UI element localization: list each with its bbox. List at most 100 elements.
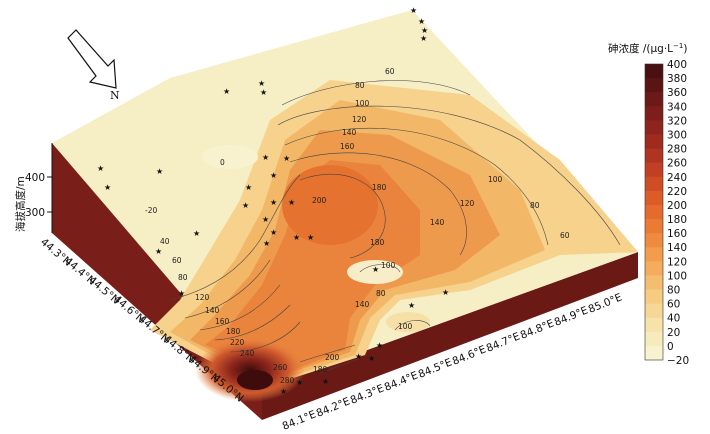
svg-text:★: ★ bbox=[420, 34, 427, 43]
contour-label: 120 bbox=[352, 115, 367, 124]
north-label: N bbox=[110, 89, 120, 102]
svg-text:★: ★ bbox=[307, 233, 314, 242]
svg-text:★: ★ bbox=[410, 6, 417, 15]
contour-label: 280 bbox=[280, 376, 295, 385]
colorbar-swatch bbox=[645, 247, 663, 262]
contour-label: 100 bbox=[355, 99, 370, 108]
svg-text:★: ★ bbox=[408, 301, 415, 310]
contour-label: 140 bbox=[342, 128, 357, 137]
colorbar-swatch bbox=[645, 219, 663, 234]
colorbar-swatch bbox=[645, 134, 663, 150]
colorbar-title: 砷浓度 /(μg·L−1) bbox=[608, 42, 687, 55]
colorbar-tick-label: 20 bbox=[667, 327, 680, 339]
svg-text:★: ★ bbox=[260, 88, 267, 97]
front-side-wall bbox=[262, 252, 638, 420]
lon-tick-label: 84.7°E bbox=[485, 330, 522, 354]
colorbar-tick-label: 380 bbox=[667, 73, 687, 85]
concentration-fill bbox=[150, 80, 638, 402]
lon-tick-label: 84.2°E bbox=[315, 395, 352, 419]
colorbar-tick-label: 180 bbox=[667, 214, 687, 226]
contour-label: 0 bbox=[220, 158, 225, 167]
lon-tick-label: 84.6°E bbox=[451, 343, 488, 367]
z-tick-label: 400 bbox=[25, 172, 45, 184]
colorbar-swatch bbox=[645, 78, 663, 93]
svg-text:★: ★ bbox=[193, 229, 200, 238]
colorbar-tick-label: 80 bbox=[667, 285, 680, 297]
colorbar-swatch bbox=[645, 204, 663, 220]
contour-label: 180 bbox=[313, 365, 328, 374]
contour-label: 140 bbox=[205, 306, 220, 315]
colorbar-swatch bbox=[645, 162, 663, 178]
colorbar-swatch bbox=[645, 148, 663, 164]
colorbar-tick-label: 160 bbox=[667, 228, 687, 240]
colorbar-tick-label: 280 bbox=[667, 144, 687, 156]
contour-label: 100 bbox=[381, 261, 396, 270]
colorbar-tick-label: 60 bbox=[667, 299, 680, 311]
svg-text:★: ★ bbox=[178, 289, 185, 298]
colorbar-swatch bbox=[645, 233, 663, 248]
colorbar-tick-label: 40 bbox=[667, 313, 680, 325]
contour-label: 200 bbox=[312, 196, 327, 205]
svg-text:★: ★ bbox=[156, 167, 163, 176]
colorbar-tick-label: 400 bbox=[667, 59, 687, 71]
contour-label: 220 bbox=[230, 338, 245, 347]
colorbar-tick-label: 340 bbox=[667, 101, 687, 113]
colorbar-swatch bbox=[645, 303, 663, 319]
colorbar-swatch bbox=[645, 92, 663, 107]
z-axis-title: 海拔高度/m bbox=[14, 176, 27, 232]
colorbar-tick-label: 320 bbox=[667, 115, 687, 127]
contour-label: 180 bbox=[370, 238, 385, 247]
svg-text:★: ★ bbox=[296, 378, 303, 387]
colorbar-swatch bbox=[645, 317, 663, 333]
colorbar-tick-label: 260 bbox=[667, 158, 687, 170]
colorbar-tick-label: 0 bbox=[667, 341, 674, 353]
svg-text:★: ★ bbox=[355, 352, 362, 361]
colorbar-tick-label: −20 bbox=[667, 355, 689, 367]
svg-text:★: ★ bbox=[270, 198, 277, 207]
contour-label: 260 bbox=[273, 363, 288, 372]
contour-label: 160 bbox=[215, 317, 230, 326]
colorbar: 砷浓度 /(μg·L−1) 40038036034032030028026024… bbox=[608, 42, 689, 367]
colorbar-tick-label: 120 bbox=[667, 256, 687, 268]
contour-label: 120 bbox=[460, 199, 475, 208]
colorbar-swatch bbox=[645, 176, 663, 192]
contour-lines bbox=[169, 80, 621, 374]
colorbar-tick-label: 220 bbox=[667, 186, 687, 198]
lon-tick-label: 84.3°E bbox=[349, 382, 386, 406]
contour-label: 100 bbox=[398, 322, 413, 331]
colorbar-tick-label: 100 bbox=[667, 270, 687, 282]
colorbar-swatch bbox=[645, 261, 663, 276]
svg-text:★: ★ bbox=[262, 153, 269, 162]
svg-text:★: ★ bbox=[442, 288, 449, 297]
svg-text:★: ★ bbox=[288, 198, 295, 207]
north-arrow-icon bbox=[67, 29, 117, 89]
colorbar-tick-label: 200 bbox=[667, 200, 687, 212]
svg-text:★: ★ bbox=[368, 354, 375, 363]
colorbar-swatch bbox=[645, 106, 663, 121]
contour-label: 240 bbox=[240, 349, 255, 358]
colorbar-swatch bbox=[645, 120, 663, 135]
svg-text:★: ★ bbox=[223, 87, 230, 96]
colorbar-swatch bbox=[645, 331, 663, 347]
colorbar-tick-label: 240 bbox=[667, 172, 687, 184]
svg-text:★: ★ bbox=[242, 201, 249, 210]
colorbar-tick-label: 360 bbox=[667, 87, 687, 99]
svg-text:★: ★ bbox=[245, 183, 252, 192]
colorbar-swatch bbox=[645, 64, 663, 79]
contour-label: 80 bbox=[376, 289, 386, 298]
svg-text:★: ★ bbox=[104, 183, 111, 192]
contour-label: 60 bbox=[172, 256, 182, 265]
svg-text:★: ★ bbox=[376, 341, 383, 350]
contour-label: 40 bbox=[160, 237, 170, 246]
svg-text:★: ★ bbox=[293, 233, 300, 242]
svg-text:★: ★ bbox=[283, 154, 290, 163]
contour-label: 100 bbox=[488, 175, 503, 184]
contour-label: -20 bbox=[145, 206, 157, 215]
svg-text:★: ★ bbox=[421, 26, 428, 35]
svg-text:★: ★ bbox=[280, 387, 287, 396]
svg-text:★: ★ bbox=[322, 377, 329, 386]
svg-text:★: ★ bbox=[270, 228, 277, 237]
lon-tick-label: 84.8°E bbox=[519, 317, 556, 341]
lon-tick-label: 84.1°E bbox=[281, 408, 318, 432]
